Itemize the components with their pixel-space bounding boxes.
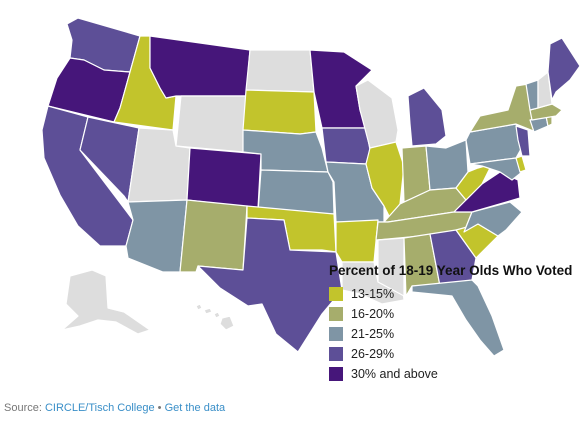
state-ny[interactable]: [469, 83, 537, 133]
legend-label: 30% and above: [351, 367, 438, 381]
state-ks[interactable]: [257, 169, 335, 215]
legend-title: Percent of 18-19 Year Olds Who Voted: [329, 263, 573, 278]
state-ga[interactable]: [429, 229, 477, 287]
legend-label: 13-15%: [351, 287, 395, 301]
state-ar[interactable]: [335, 219, 379, 263]
legend-item: 30% and above: [329, 364, 579, 384]
state-mt[interactable]: [149, 35, 251, 99]
state-sd[interactable]: [242, 89, 317, 135]
legend-swatch: [329, 327, 343, 341]
us-states-map: [41, 17, 581, 357]
state-me[interactable]: [547, 37, 581, 101]
state-nv[interactable]: [79, 116, 140, 203]
state-nm[interactable]: [179, 199, 248, 273]
map-legend: Percent of 18-19 Year Olds Who Voted 13-…: [329, 263, 579, 384]
state-nj[interactable]: [515, 125, 531, 157]
source-prefix: Source:: [4, 402, 45, 414]
legend-item: 16-20%: [329, 304, 579, 324]
state-wy[interactable]: [175, 95, 247, 153]
legend-item: 26-29%: [329, 344, 579, 364]
state-ak[interactable]: [61, 269, 151, 335]
state-mi[interactable]: [407, 87, 447, 147]
state-wi[interactable]: [355, 79, 399, 149]
legend-swatch: [329, 307, 343, 321]
source-link[interactable]: CIRCLE/Tisch College: [44, 402, 155, 414]
legend-label: 16-20%: [351, 307, 395, 321]
get-data-link[interactable]: Get the data: [164, 402, 226, 414]
state-tx[interactable]: [197, 217, 343, 353]
state-nh[interactable]: [537, 71, 553, 109]
state-co[interactable]: [186, 147, 262, 209]
state-fl[interactable]: [411, 279, 505, 357]
footer-separator: •: [154, 402, 165, 414]
state-ms[interactable]: [377, 237, 405, 297]
source-footer: Source: CIRCLE/Tisch College • Get the d…: [4, 402, 225, 414]
state-de[interactable]: [515, 155, 527, 173]
state-la[interactable]: [341, 261, 405, 305]
legend-swatch: [329, 287, 343, 301]
legend-swatch: [329, 347, 343, 361]
state-ia[interactable]: [321, 127, 371, 165]
legend-label: 26-29%: [351, 347, 395, 361]
state-hi[interactable]: [195, 303, 235, 331]
legend-swatch: [329, 367, 343, 381]
legend-label: 21-25%: [351, 327, 395, 341]
state-nd[interactable]: [245, 49, 315, 93]
legend-item: 21-25%: [329, 324, 579, 344]
state-az[interactable]: [125, 199, 188, 273]
legend-item: 13-15%: [329, 284, 579, 304]
